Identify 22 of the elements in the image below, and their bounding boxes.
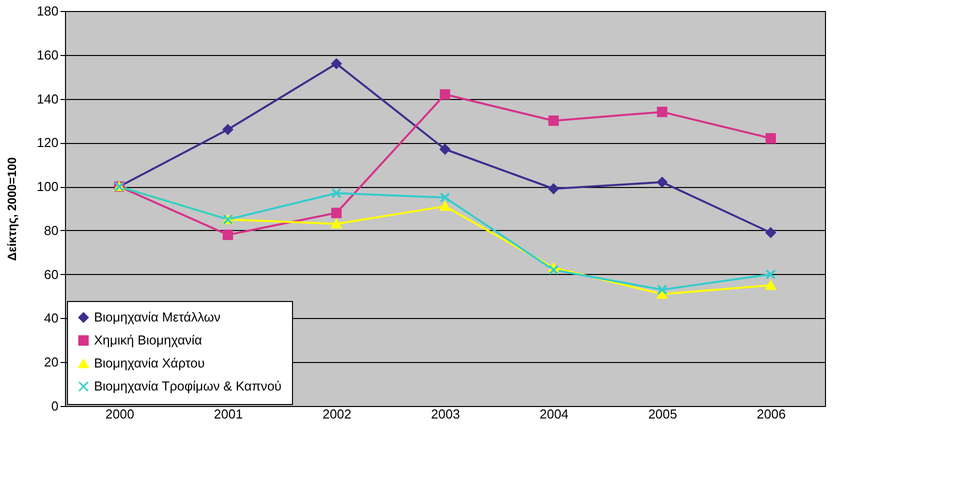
legend-label: Βιομηχανία Τροφίμων & Καπνού [94,378,282,394]
x-tick-label: 2003 [431,406,460,422]
y-tick-label: 60 [44,266,58,282]
x-tick-label: 2004 [540,406,569,422]
y-tick-label: 140 [36,91,58,106]
y-tick-label: 180 [36,4,58,18]
y-axis-title: Δείκτης, 2000=100 [4,156,19,261]
y-tick-label: 80 [44,222,58,238]
x-tick-label: 2005 [648,406,678,422]
legend-label: Χημική Βιομηχανία [94,332,203,348]
y-tick-label: 160 [36,47,58,62]
x-tick-label: 2002 [322,406,352,422]
y-tick-label: 100 [36,179,58,194]
x-tick-label: 2006 [756,406,786,422]
y-tick-label: 20 [44,354,58,370]
x-tick-label: 2000 [105,406,134,422]
y-tick-label: 40 [44,310,58,326]
y-tick-label: 0 [51,398,58,414]
x-tick-label: 2001 [214,406,243,422]
legend-label: Βιομηχανία Χάρτου [94,356,205,370]
legend-label: Βιομηχανία Μετάλλων [94,310,221,324]
y-tick-label: 120 [36,135,58,150]
